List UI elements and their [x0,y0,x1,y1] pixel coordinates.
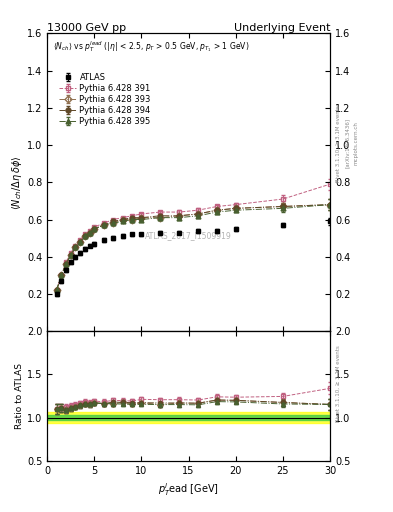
Y-axis label: $\langle N_{ch}/\Delta\eta\,\delta\phi\rangle$: $\langle N_{ch}/\Delta\eta\,\delta\phi\r… [10,155,24,209]
Text: Underlying Event: Underlying Event [233,23,330,32]
Text: ATLAS_2017_I1509919: ATLAS_2017_I1509919 [145,231,232,241]
Text: Rivet 3.1.10, ≥ 3.1M events: Rivet 3.1.10, ≥ 3.1M events [336,105,341,182]
Text: $\langle N_{ch}\rangle$ vs $p_T^{lead}$ ($|\eta|$ < 2.5, $p_T$ > 0.5 GeV, $p_{T_: $\langle N_{ch}\rangle$ vs $p_T^{lead}$ … [53,39,249,54]
Legend: ATLAS, Pythia 6.428 391, Pythia 6.428 393, Pythia 6.428 394, Pythia 6.428 395: ATLAS, Pythia 6.428 391, Pythia 6.428 39… [57,70,153,129]
Text: mcplots.cern.ch: mcplots.cern.ch [354,121,359,165]
Text: 13000 GeV pp: 13000 GeV pp [47,23,126,32]
Y-axis label: Ratio to ATLAS: Ratio to ATLAS [15,363,24,429]
Text: Rivet 3.1.10, ≥ 3.1M events: Rivet 3.1.10, ≥ 3.1M events [336,346,341,422]
X-axis label: $p_T^{l}$ead [GeV]: $p_T^{l}$ead [GeV] [158,481,219,498]
Text: [arXiv:1306.3436]: [arXiv:1306.3436] [345,118,350,168]
